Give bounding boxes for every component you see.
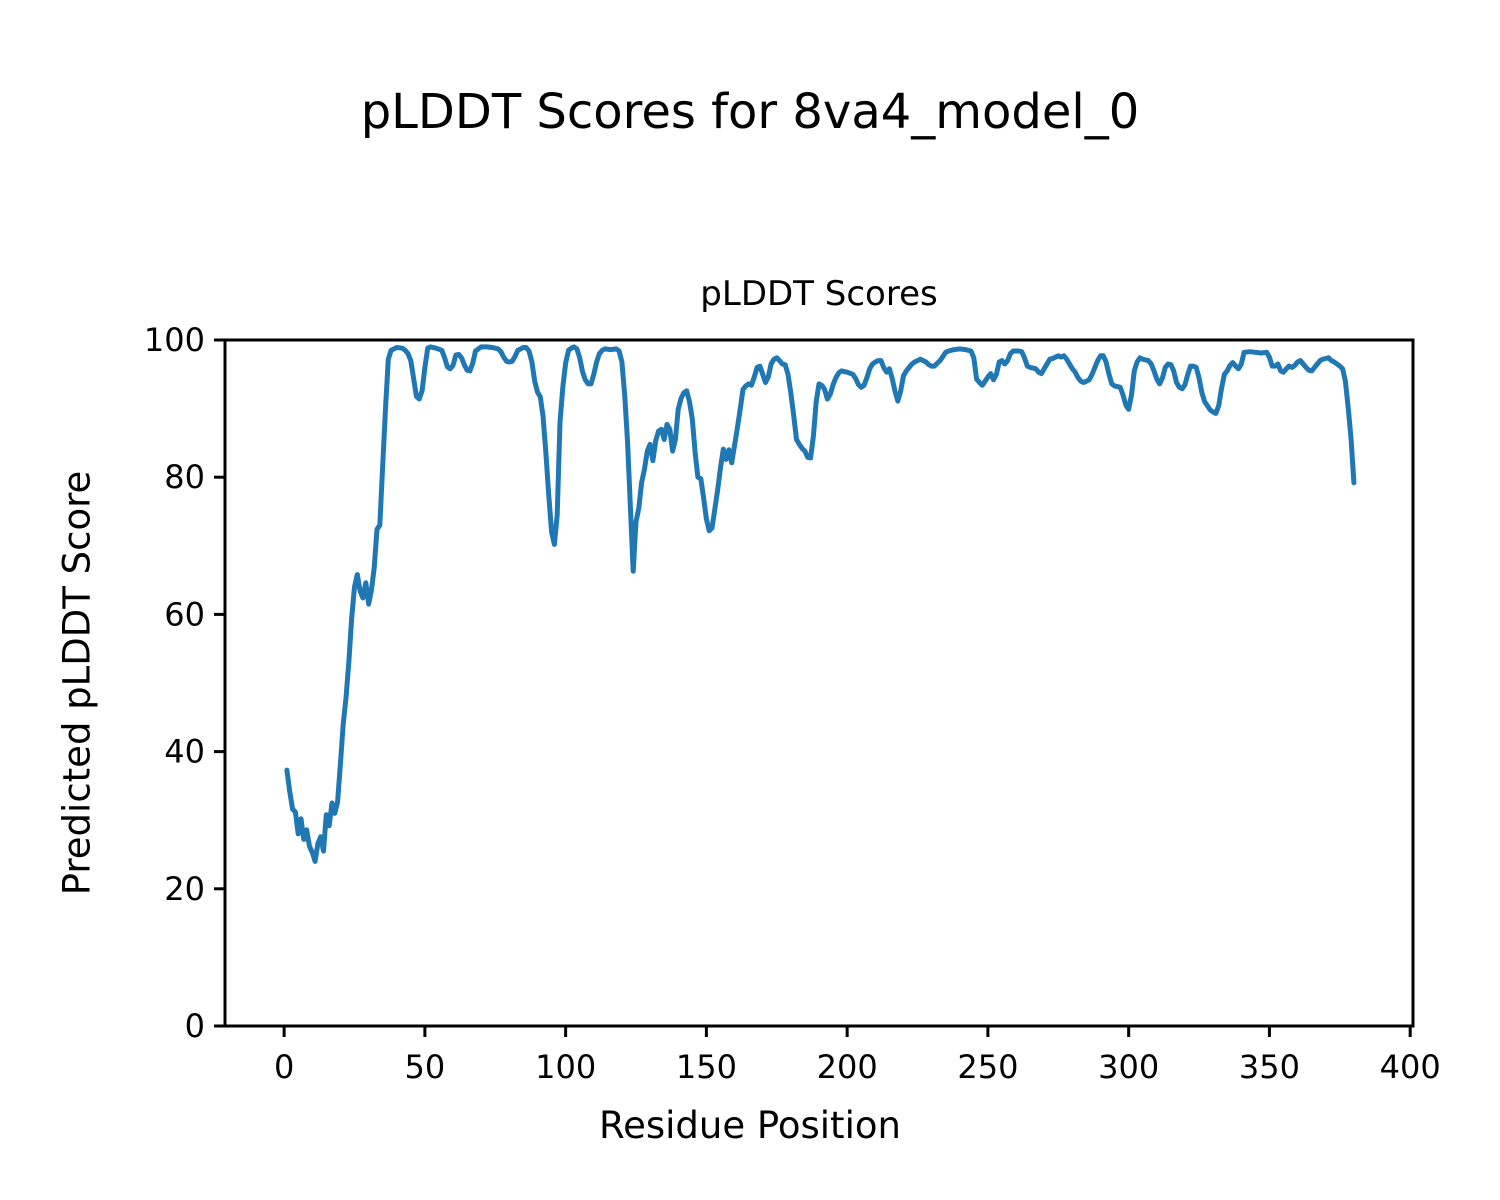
y-tick-label: 40 — [164, 733, 205, 771]
x-tick-label: 50 — [405, 1048, 446, 1086]
x-tick-label: 300 — [1098, 1048, 1159, 1086]
x-tick-label: 350 — [1239, 1048, 1300, 1086]
y-tick-label: 0 — [185, 1007, 205, 1045]
plddt-score-line — [284, 344, 1357, 864]
y-tick-label: 80 — [164, 458, 205, 496]
axes-title: pLDDT Scores — [700, 274, 938, 314]
x-tick-label: 200 — [817, 1048, 878, 1086]
x-axis-label: Residue Position — [599, 1104, 901, 1147]
x-tick-label: 250 — [957, 1048, 1018, 1086]
x-tick-label: 100 — [535, 1048, 596, 1086]
x-tick-label: 400 — [1380, 1048, 1441, 1086]
y-tick-label: 100 — [144, 321, 205, 359]
figure-title: pLDDT Scores for 8va4_model_0 — [360, 84, 1140, 140]
axes-spines — [223, 338, 1415, 1028]
y-tick-label: 20 — [164, 870, 205, 908]
y-tick-label: 60 — [164, 595, 205, 633]
x-tick-label: 0 — [274, 1048, 294, 1086]
x-tick-label: 150 — [676, 1048, 737, 1086]
